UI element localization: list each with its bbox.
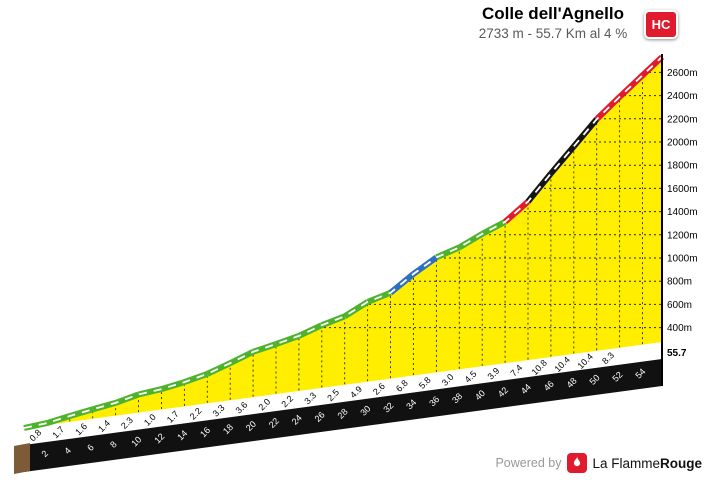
svg-text:10: 10: [129, 434, 143, 448]
svg-text:2000m: 2000m: [667, 138, 698, 149]
svg-text:4: 4: [62, 445, 73, 456]
svg-text:28: 28: [336, 407, 350, 421]
svg-text:36: 36: [427, 394, 441, 408]
svg-text:1200m: 1200m: [667, 230, 698, 241]
svg-text:44: 44: [519, 382, 533, 396]
svg-text:20: 20: [244, 419, 258, 433]
svg-text:48: 48: [565, 376, 579, 390]
end-distance-label: 55.7: [667, 348, 687, 359]
brand-link[interactable]: La FlammeRouge: [567, 453, 702, 473]
svg-text:600m: 600m: [667, 300, 692, 311]
svg-text:38: 38: [450, 391, 464, 405]
svg-text:400m: 400m: [667, 323, 692, 334]
flame-icon: [567, 453, 588, 473]
hc-category-badge: HC: [644, 10, 678, 39]
powered-by-label: Powered by: [495, 456, 562, 470]
svg-text:800m: 800m: [667, 277, 692, 288]
svg-text:24: 24: [290, 413, 304, 427]
strip-start-cap: [14, 443, 30, 474]
climb-subtitle: 2733 m - 55.7 Km al 4 %: [478, 26, 628, 41]
svg-text:26: 26: [313, 410, 327, 424]
svg-text:2400m: 2400m: [667, 91, 698, 102]
page-title: Colle dell'Agnello: [482, 4, 624, 23]
km-gridlines: [46, 78, 643, 427]
svg-text:14: 14: [175, 428, 189, 442]
svg-text:54: 54: [633, 366, 647, 380]
ridge-dash-line: [23, 56, 663, 429]
svg-text:8: 8: [108, 439, 119, 450]
footer-branding: Powered by La FlammeRouge: [495, 453, 702, 473]
profile-area: [24, 57, 662, 428]
svg-text:2: 2: [39, 448, 50, 459]
svg-text:1400m: 1400m: [667, 207, 698, 218]
svg-text:1000m: 1000m: [667, 254, 698, 265]
km-labels: 2 4 6 8 10 12 14 16 18 20 22 24 26 28 30 32 34 36 38 40 42 44…: [39, 366, 647, 459]
gradient-labels: 0.8 1.7 1.6 1.4 2.3 1.0 1.7 2.2 3.3 3.6 2.0 2.2 3.3 2…: [27, 350, 616, 443]
gradient-label-band: [24, 342, 662, 445]
svg-text:2600m: 2600m: [667, 68, 698, 79]
svg-text:6: 6: [85, 442, 96, 453]
elevation-labels: 2600m 2400m 2200m 2000m 1800m 1600m 1400m 1200m…: [667, 68, 698, 334]
brand-name: La FlammeRouge: [592, 455, 702, 471]
km-axis-strip: [24, 359, 662, 472]
svg-text:16: 16: [198, 425, 212, 439]
svg-text:1800m: 1800m: [667, 161, 698, 172]
svg-text:2200m: 2200m: [667, 114, 698, 125]
svg-text:32: 32: [381, 400, 395, 414]
svg-text:1600m: 1600m: [667, 184, 698, 195]
svg-text:50: 50: [588, 373, 602, 387]
